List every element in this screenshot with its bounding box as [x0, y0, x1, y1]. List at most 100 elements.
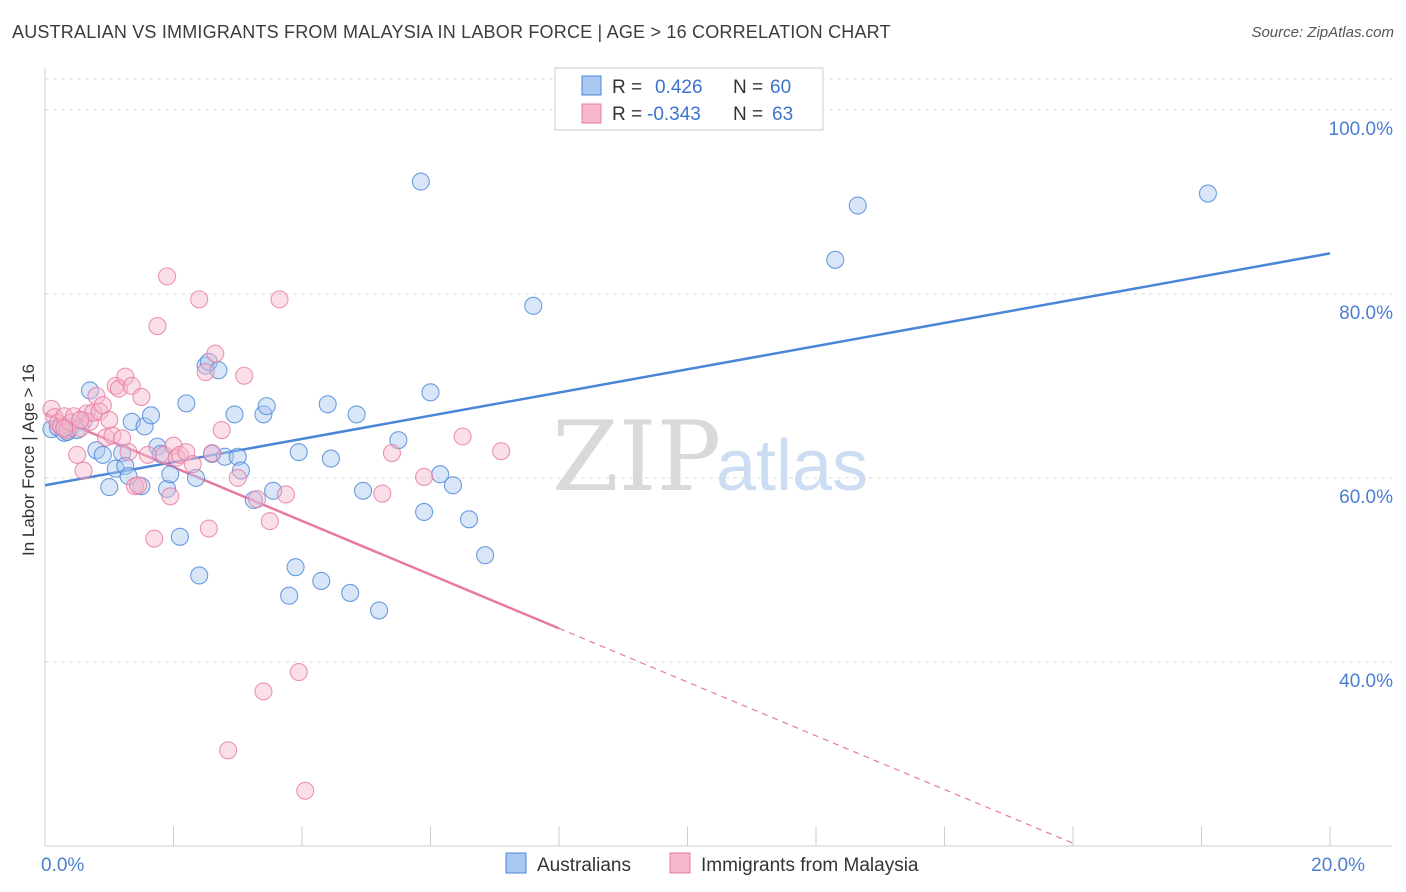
- point-australians: [411, 172, 430, 191]
- point-malaysia: [145, 529, 164, 548]
- point-australians: [459, 510, 479, 529]
- point-malaysia: [254, 682, 273, 701]
- point-malaysia: [212, 421, 231, 440]
- x-tick-label: 20.0%: [1311, 855, 1365, 876]
- point-malaysia: [196, 363, 215, 382]
- point-malaysia: [96, 428, 116, 447]
- point-malaysia: [55, 419, 74, 438]
- point-malaysia: [199, 519, 218, 538]
- point-australians: [312, 571, 331, 591]
- point-australians: [100, 478, 119, 497]
- legend-n-label-2: N =: [733, 104, 763, 125]
- legend-swatch-malaysia: [581, 103, 602, 124]
- trend-line-solid: [44, 412, 560, 630]
- point-malaysia: [219, 741, 238, 760]
- y-axis-label: In Labor Force | Age > 16: [19, 364, 38, 556]
- legend-r-value-2: -0.343: [647, 104, 701, 125]
- bottom-legend-swatch-australians: [505, 852, 527, 874]
- point-australians: [370, 601, 389, 620]
- watermark-zip: ZIP: [552, 401, 721, 513]
- point-australians: [321, 449, 340, 468]
- point-malaysia: [100, 410, 119, 429]
- point-malaysia: [247, 490, 267, 509]
- point-australians: [135, 417, 154, 436]
- legend-r-label-2: R =: [612, 104, 642, 125]
- point-australians: [280, 586, 299, 605]
- point-malaysia: [296, 781, 315, 800]
- point-australians: [161, 465, 180, 484]
- data-points: [42, 172, 1217, 800]
- legend-n-label-1: N =: [733, 77, 763, 98]
- y-tick-label: 80.0%: [1339, 303, 1393, 324]
- point-malaysia: [289, 663, 308, 682]
- point-australians: [1198, 184, 1217, 203]
- point-malaysia: [228, 468, 247, 487]
- point-malaysia: [148, 317, 167, 336]
- trend-line: [44, 252, 1331, 487]
- y-tick-label: 100.0%: [1329, 119, 1394, 140]
- point-australians: [826, 250, 845, 269]
- bottom-legend-label-malaysia: Immigrants from Malaysia: [701, 855, 919, 876]
- point-malaysia: [68, 445, 87, 464]
- point-malaysia: [235, 366, 254, 385]
- point-australians: [177, 394, 196, 413]
- point-malaysia: [203, 444, 222, 463]
- point-australians: [353, 481, 373, 500]
- point-malaysia: [132, 387, 151, 406]
- point-australians: [347, 405, 366, 424]
- y-tick-label: 40.0%: [1339, 671, 1393, 692]
- axes: [44, 68, 1392, 847]
- point-malaysia: [71, 410, 90, 429]
- point-australians: [190, 566, 209, 585]
- point-australians: [848, 196, 867, 215]
- legend-swatch-australians: [581, 75, 602, 96]
- point-malaysia: [415, 467, 434, 487]
- point-malaysia: [382, 444, 402, 463]
- legend-n-value-1: 60: [770, 77, 791, 98]
- point-malaysia: [116, 367, 135, 386]
- legend-r-label-1: R =: [612, 77, 642, 98]
- point-malaysia: [276, 485, 295, 504]
- point-australians: [524, 296, 543, 315]
- point-malaysia: [373, 484, 392, 503]
- point-australians: [186, 468, 206, 487]
- top-legend: R = 0.426 N = 60 R = -0.343 N = 63: [554, 67, 824, 131]
- point-australians: [341, 583, 360, 602]
- point-australians: [116, 456, 135, 475]
- point-australians: [289, 443, 308, 462]
- legend-n-value-2: 63: [772, 104, 793, 125]
- point-malaysia: [167, 448, 186, 467]
- legend-r-value-1: 0.426: [655, 77, 703, 98]
- point-australians: [87, 441, 106, 460]
- trend-line-dashed: [558, 627, 1074, 844]
- bottom-legend: Australians Immigrants from Malaysia: [505, 852, 919, 876]
- point-malaysia: [119, 443, 138, 462]
- point-malaysia: [74, 461, 93, 480]
- point-malaysia: [453, 427, 472, 446]
- point-australians: [318, 395, 337, 414]
- point-australians: [228, 447, 247, 466]
- point-australians: [443, 476, 463, 495]
- point-malaysia: [206, 344, 225, 363]
- point-australians: [170, 527, 189, 546]
- chart-source: Source: ZipAtlas.com: [1251, 24, 1394, 41]
- point-australians: [415, 502, 434, 522]
- point-malaysia: [106, 376, 125, 395]
- point-malaysia: [161, 487, 180, 506]
- trend-lines: [44, 252, 1331, 844]
- point-malaysia: [190, 290, 209, 309]
- point-malaysia: [183, 455, 202, 474]
- y-tick-label: 60.0%: [1339, 487, 1393, 508]
- point-australians: [141, 406, 161, 425]
- point-malaysia: [138, 445, 157, 464]
- point-australians: [257, 397, 276, 416]
- bottom-legend-label-australians: Australians: [537, 855, 631, 876]
- point-malaysia: [158, 267, 177, 286]
- chart-title: AUSTRALIAN VS IMMIGRANTS FROM MALAYSIA I…: [12, 22, 891, 42]
- point-malaysia: [492, 442, 511, 461]
- point-australians: [93, 445, 112, 464]
- point-australians: [119, 467, 138, 486]
- point-malaysia: [129, 476, 148, 495]
